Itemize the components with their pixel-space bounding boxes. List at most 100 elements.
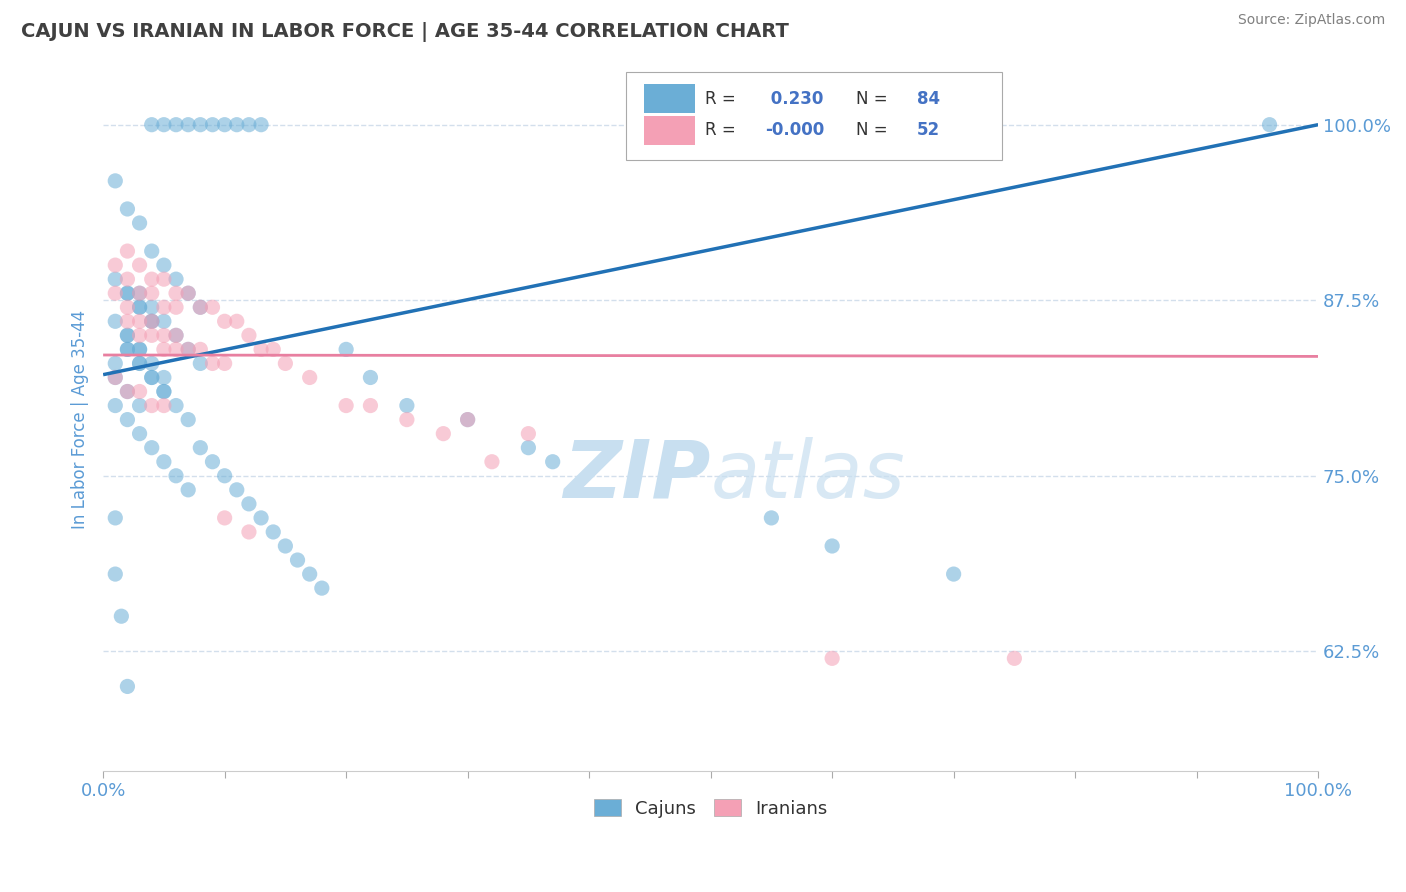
Point	[274, 539, 297, 553]
Point	[188, 343, 211, 357]
Point	[517, 441, 540, 455]
Point	[153, 314, 176, 328]
Point	[141, 370, 163, 384]
Point	[942, 567, 965, 582]
Point	[238, 497, 260, 511]
Point	[117, 328, 139, 343]
Legend: Cajuns, Iranians: Cajuns, Iranians	[586, 792, 835, 825]
Point	[117, 384, 139, 399]
Point	[201, 118, 224, 132]
Point	[141, 300, 163, 314]
Point	[117, 680, 139, 694]
Point	[177, 118, 200, 132]
Text: N =: N =	[856, 90, 889, 108]
Point	[201, 356, 224, 370]
Point	[188, 441, 211, 455]
Point	[177, 286, 200, 301]
Point	[117, 314, 139, 328]
Point	[128, 286, 150, 301]
Point	[359, 370, 381, 384]
Point	[214, 511, 236, 525]
Point	[165, 468, 187, 483]
FancyBboxPatch shape	[626, 72, 1002, 160]
Point	[141, 399, 163, 413]
Point	[335, 343, 357, 357]
Point	[517, 426, 540, 441]
Point	[128, 328, 150, 343]
Point	[104, 272, 127, 286]
Point	[141, 244, 163, 258]
Point	[117, 286, 139, 301]
Point	[104, 174, 127, 188]
Text: -0.000: -0.000	[765, 121, 824, 139]
Point	[153, 272, 176, 286]
Text: Source: ZipAtlas.com: Source: ZipAtlas.com	[1237, 13, 1385, 28]
Text: 0.230: 0.230	[765, 90, 824, 108]
Point	[165, 300, 187, 314]
Text: N =: N =	[856, 121, 889, 139]
Point	[165, 399, 187, 413]
Point	[104, 399, 127, 413]
Point	[117, 384, 139, 399]
Point	[153, 328, 176, 343]
Point	[153, 300, 176, 314]
Point	[165, 118, 187, 132]
Point	[177, 343, 200, 357]
Point	[141, 370, 163, 384]
Point	[141, 328, 163, 343]
Point	[110, 609, 132, 624]
Point	[165, 328, 187, 343]
Point	[262, 524, 284, 539]
FancyBboxPatch shape	[644, 116, 695, 145]
Point	[141, 314, 163, 328]
Point	[177, 343, 200, 357]
Point	[214, 314, 236, 328]
Point	[153, 258, 176, 272]
FancyBboxPatch shape	[644, 84, 695, 113]
Text: R =: R =	[704, 121, 735, 139]
Point	[128, 343, 150, 357]
Point	[128, 314, 150, 328]
Text: ZIP: ZIP	[564, 437, 710, 515]
Point	[128, 300, 150, 314]
Point	[238, 328, 260, 343]
Point	[153, 118, 176, 132]
Point	[201, 300, 224, 314]
Point	[821, 651, 844, 665]
Point	[128, 426, 150, 441]
Point	[177, 286, 200, 301]
Point	[188, 356, 211, 370]
Point	[188, 300, 211, 314]
Point	[153, 343, 176, 357]
Point	[104, 286, 127, 301]
Point	[104, 567, 127, 582]
Point	[238, 118, 260, 132]
Point	[274, 356, 297, 370]
Point	[128, 216, 150, 230]
Point	[117, 244, 139, 258]
Point	[262, 343, 284, 357]
Point	[128, 356, 150, 370]
Point	[104, 370, 127, 384]
Point	[141, 314, 163, 328]
Point	[432, 426, 454, 441]
Y-axis label: In Labor Force | Age 35-44: In Labor Force | Age 35-44	[72, 310, 89, 529]
Point	[395, 399, 418, 413]
Point	[128, 286, 150, 301]
Point	[225, 483, 247, 497]
Point	[165, 272, 187, 286]
Point	[141, 118, 163, 132]
Point	[128, 343, 150, 357]
Point	[141, 356, 163, 370]
Text: CAJUN VS IRANIAN IN LABOR FORCE | AGE 35-44 CORRELATION CHART: CAJUN VS IRANIAN IN LABOR FORCE | AGE 35…	[21, 22, 789, 42]
Point	[201, 455, 224, 469]
Text: 84: 84	[917, 90, 941, 108]
Point	[141, 272, 163, 286]
Point	[153, 399, 176, 413]
Point	[214, 356, 236, 370]
Point	[335, 399, 357, 413]
Point	[311, 581, 333, 595]
Point	[117, 343, 139, 357]
Point	[821, 539, 844, 553]
Point	[141, 314, 163, 328]
